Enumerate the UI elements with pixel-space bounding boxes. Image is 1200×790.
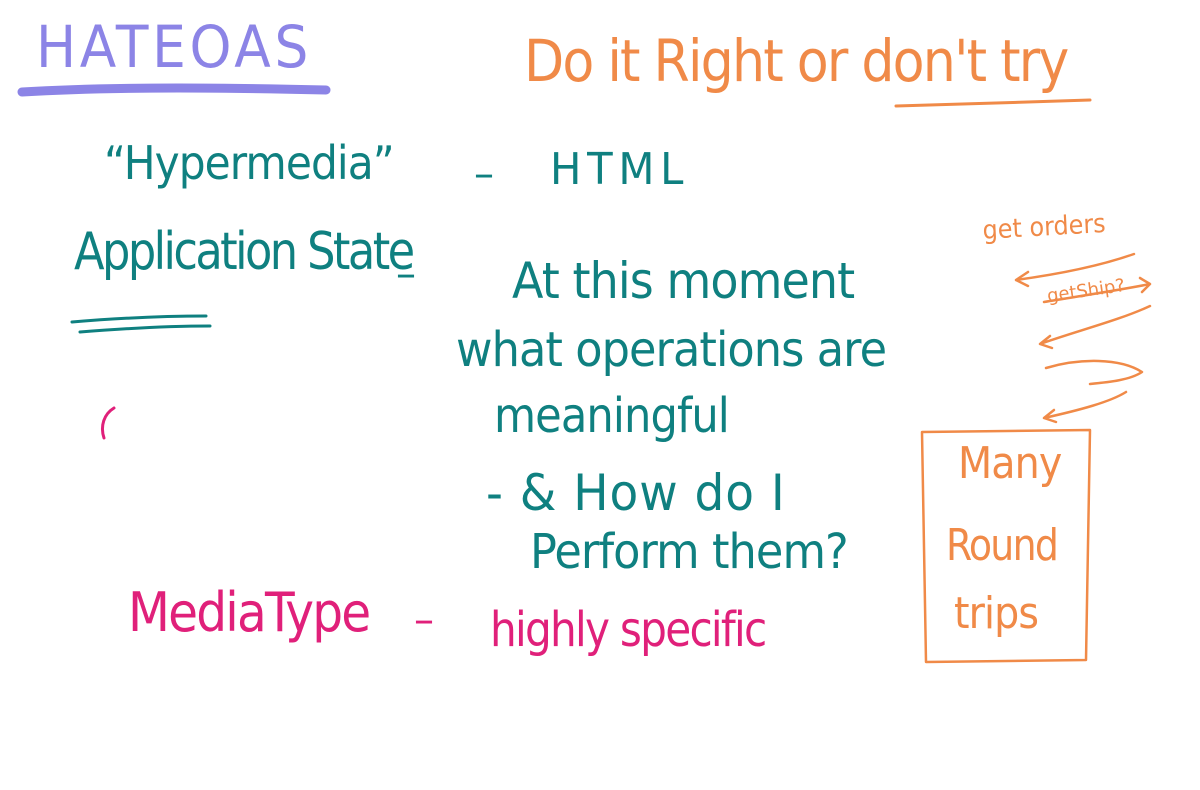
heading-note: Do it Right or don't try bbox=[524, 27, 1069, 95]
answer-line: what operations are bbox=[456, 322, 887, 378]
media-type-term: MediaType bbox=[128, 581, 371, 644]
page-title: HATEOAS bbox=[36, 13, 312, 81]
hypermedia-term: “Hypermedia” bbox=[104, 136, 395, 190]
application-state-term: Application State bbox=[74, 222, 415, 282]
arrow-5 bbox=[1042, 390, 1128, 424]
answer-line: Perform them? bbox=[530, 524, 849, 580]
answer-line: meaningful bbox=[494, 388, 730, 444]
hypermedia-dash: – bbox=[474, 151, 494, 197]
media-type-dash: – bbox=[414, 597, 434, 643]
application-state-dash: – bbox=[396, 251, 416, 297]
side-note-get-orders: get orders bbox=[981, 208, 1107, 246]
heading-underline bbox=[894, 98, 1092, 108]
state-underline-1 bbox=[70, 314, 208, 324]
box-line: trips bbox=[954, 588, 1039, 639]
magenta-mark bbox=[100, 406, 116, 440]
title-underline bbox=[17, 83, 331, 97]
arrow-4 bbox=[1044, 359, 1144, 386]
hypermedia-value: HTML bbox=[550, 144, 690, 195]
state-underline-2 bbox=[78, 324, 212, 334]
box-line: Many bbox=[958, 438, 1062, 489]
answer-line: At this moment bbox=[512, 252, 855, 310]
media-type-value: highly specific bbox=[490, 602, 767, 658]
box-line: Round bbox=[946, 520, 1059, 571]
arrow-3 bbox=[1038, 304, 1152, 350]
side-note-get-ship: getShip? bbox=[1045, 275, 1127, 307]
answer-line: - & How do I bbox=[486, 464, 786, 522]
